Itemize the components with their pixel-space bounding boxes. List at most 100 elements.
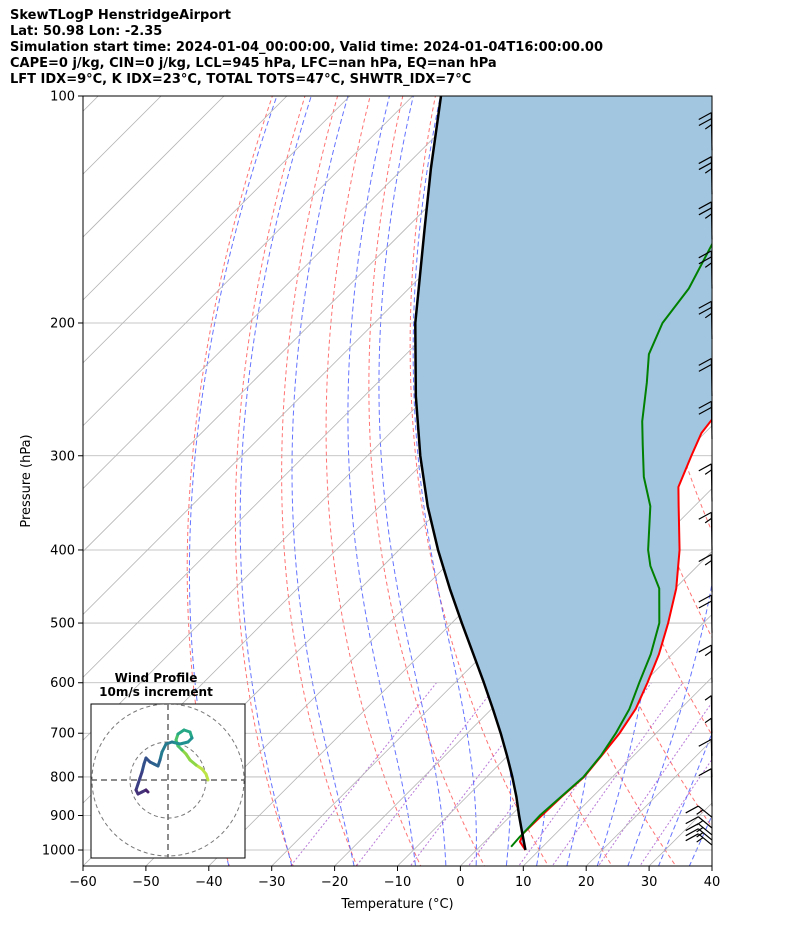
barb-shaft xyxy=(697,828,713,841)
isotherm xyxy=(83,96,288,301)
chart-title-station: SkewTLogP HenstridgeAirport xyxy=(10,8,231,23)
barb-flag xyxy=(698,594,712,603)
chart-title-location: Lat: 50.98 Lon: -2.35 xyxy=(10,24,163,39)
barb-flag xyxy=(698,357,712,366)
barb-shaft xyxy=(697,823,713,836)
isotherm xyxy=(83,96,413,427)
dry-adiabat xyxy=(368,96,486,866)
barb-flag xyxy=(696,826,704,833)
chart-title-indices-1: CAPE=0 j/kg, CIN=0 j/kg, LCL=945 hPa, LF… xyxy=(10,56,497,71)
cin-shading xyxy=(415,96,712,851)
isotherm xyxy=(83,96,225,238)
wind-barb xyxy=(685,823,713,836)
dry-adiabat xyxy=(727,62,794,882)
y-tick-label: 100 xyxy=(50,90,75,105)
isotherm xyxy=(334,488,712,866)
barb-flag xyxy=(698,300,712,309)
series-layer xyxy=(414,96,712,851)
hodograph-segment xyxy=(144,788,150,794)
y-tick-label: 800 xyxy=(50,770,75,785)
barb-shaft xyxy=(697,805,713,818)
barb-shaft xyxy=(697,833,713,846)
mixing-ratio-line xyxy=(409,682,550,866)
y-tick-label: 500 xyxy=(50,617,75,632)
wind-barb xyxy=(698,768,713,807)
wind-barb xyxy=(685,805,713,818)
axes: −60 −50 −40 −30 −20 −10 0 10 20 30 40 1000 900 800 700… xyxy=(19,90,720,913)
barb-flag xyxy=(685,816,699,825)
dewpoint-line xyxy=(510,242,712,848)
wind-barb xyxy=(698,511,713,550)
isotherm xyxy=(83,96,539,553)
barb-flag xyxy=(698,207,712,216)
isotherm xyxy=(775,96,794,866)
isotherm xyxy=(711,865,712,866)
barb-flag xyxy=(704,560,712,566)
y-tick-label: 900 xyxy=(50,809,75,824)
x-tick-label: −60 xyxy=(69,875,96,890)
barb-flag xyxy=(704,517,712,524)
barb-flag xyxy=(704,262,712,268)
wind-barb xyxy=(685,828,713,841)
wind-barb xyxy=(685,816,713,829)
barb-flag xyxy=(696,837,704,843)
mixing-ratio-line xyxy=(597,701,712,866)
moist-adiabat xyxy=(688,814,712,866)
barb-flag xyxy=(704,168,712,174)
barb-flag xyxy=(696,820,704,826)
barb-flag xyxy=(698,768,712,777)
dry-adiabat xyxy=(325,96,422,866)
barb-flag xyxy=(698,463,712,472)
dry-adiabat xyxy=(281,96,358,866)
wind-barb xyxy=(698,463,713,502)
x-axis-label: Temperature (°C) xyxy=(340,897,453,912)
mixing-ratio-line xyxy=(355,682,500,866)
barb-flag xyxy=(698,738,712,747)
barb-flag xyxy=(698,250,712,259)
barb-flag xyxy=(698,256,712,265)
dry-adiabat xyxy=(759,62,794,882)
isotherm xyxy=(523,676,712,866)
barb-shaft xyxy=(697,816,713,829)
barb-flag xyxy=(685,823,699,832)
isotherm xyxy=(83,96,351,364)
barb-flag xyxy=(704,695,712,701)
barb-flag xyxy=(698,363,712,372)
moist-adiabat xyxy=(658,731,712,866)
barb-flag xyxy=(698,644,712,653)
barb-flag xyxy=(704,469,712,475)
barb-flag xyxy=(698,112,712,121)
x-tick-label: 20 xyxy=(578,875,595,890)
isotherm xyxy=(83,96,476,490)
x-tick-label: 10 xyxy=(515,875,532,890)
y-axis-label: Pressure (hPa) xyxy=(19,434,34,527)
chart-title-indices-2: LFT IDX=9°C, K IDX=23°C, TOTAL TOTS=47°C… xyxy=(10,72,472,87)
parcel-line xyxy=(414,96,527,851)
mixing-ratio-line xyxy=(289,682,437,866)
barb-flag xyxy=(698,156,712,165)
wind-barb xyxy=(698,594,713,633)
x-tick-label: 30 xyxy=(641,875,658,890)
barb-flag xyxy=(698,406,712,415)
moist-adiabat xyxy=(239,96,312,866)
barb-flag xyxy=(685,805,699,814)
barb-flag xyxy=(698,511,712,520)
inset-body xyxy=(91,704,245,858)
y-tick-label: 600 xyxy=(50,676,75,691)
wind-barb xyxy=(698,644,713,683)
x-tick-label: −30 xyxy=(258,875,285,890)
chart-title-times: Simulation start time: 2024-01-04_00:00:… xyxy=(10,40,603,55)
dry-adiabat xyxy=(234,96,306,866)
barb-flag xyxy=(698,162,712,171)
barb-flag xyxy=(704,124,712,130)
barb-flag xyxy=(698,554,712,562)
inset-title: Wind Profile xyxy=(115,671,198,685)
moist-adiabat xyxy=(291,96,355,866)
x-tick-label: 40 xyxy=(704,875,721,890)
barb-flag xyxy=(704,312,712,319)
barb-flag xyxy=(696,832,704,838)
barb-flag xyxy=(698,201,712,210)
barb-flag xyxy=(698,118,712,127)
wind-barb xyxy=(698,554,713,593)
